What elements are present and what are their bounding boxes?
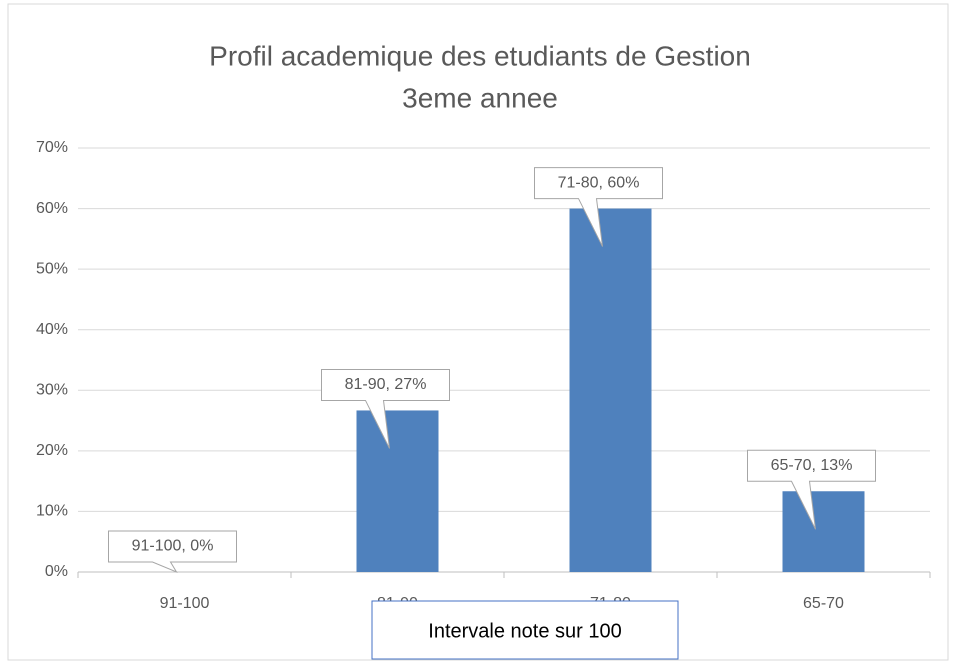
y-tick-label: 10% [36, 503, 68, 520]
y-tick-label: 20% [36, 442, 68, 459]
data-label: 91-100, 0% [132, 538, 214, 555]
y-tick-label: 30% [36, 382, 68, 399]
bar [356, 410, 439, 572]
x-tick-label: 91-100 [160, 595, 210, 612]
data-label-callout [108, 530, 237, 574]
x-tick-label: 65-70 [803, 595, 844, 612]
y-tick-label: 40% [36, 321, 68, 338]
x-axis-title: Intervale note sur 100 [428, 620, 621, 642]
y-tick-label: 70% [36, 139, 68, 156]
data-label-callout [321, 368, 450, 449]
chart-title: Profil academique des etudiants de Gesti… [209, 40, 751, 71]
data-label: 71-80, 60% [558, 174, 640, 191]
data-label: 65-70, 13% [771, 457, 853, 474]
chart-title: 3eme annee [402, 82, 558, 113]
y-tick-label: 0% [45, 563, 68, 580]
bar [569, 208, 652, 573]
y-tick-label: 60% [36, 200, 68, 217]
y-tick-label: 50% [36, 260, 68, 277]
data-label: 81-90, 27% [345, 376, 427, 393]
x-axis-title-box [371, 600, 679, 660]
bar [782, 491, 865, 572]
data-label-callout [534, 167, 663, 247]
data-label-callout [747, 449, 876, 530]
